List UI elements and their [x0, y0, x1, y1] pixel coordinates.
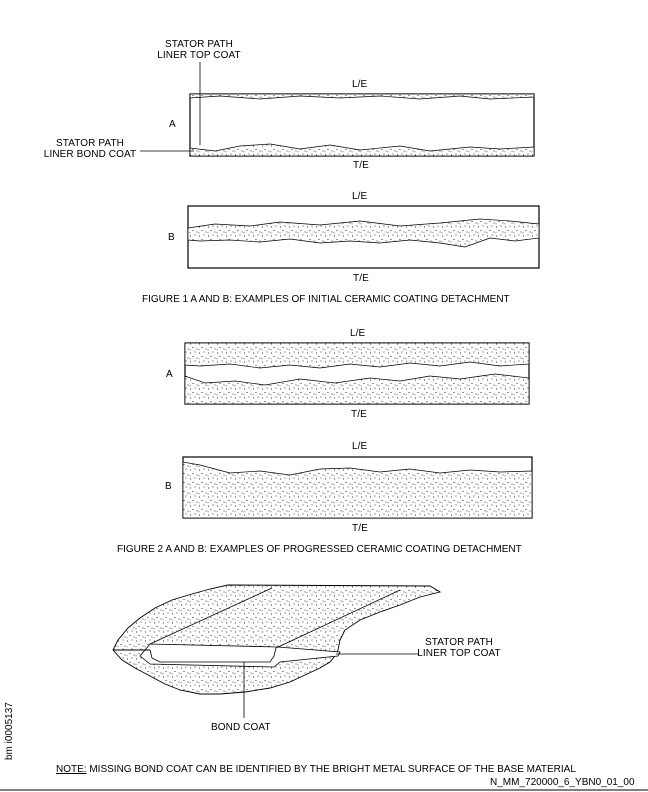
fig2-b-letter: B: [165, 481, 172, 492]
note-text: MISSING BOND COAT CAN BE IDENTIFIED BY T…: [86, 764, 576, 775]
fig2-b-panel: [182, 456, 533, 519]
fig2-b-coating: [182, 461, 533, 519]
fig2-caption: FIGURE 2 A AND B: EXAMPLES OF PROGRESSED…: [117, 544, 522, 555]
fig1-b-le-label: L/E: [352, 191, 368, 202]
fig3-bond-coat-label: BOND COAT: [211, 722, 271, 733]
note-prefix: NOTE:: [56, 764, 87, 775]
side-image-id: bm i0005137: [4, 702, 15, 760]
fig3-exposed-surface: [139, 643, 341, 668]
fig1-a-letter: A: [169, 119, 176, 130]
fig1-b-letter: B: [168, 232, 175, 243]
fig1-a-top-coat-label: STATOR PATH LINER TOP COAT: [157, 39, 241, 61]
fig1-a-le-label: L/E: [352, 79, 368, 90]
note-line: NOTE: MISSING BOND COAT CAN BE IDENTIFIE…: [56, 764, 576, 775]
fig2-b-le-label: L/E: [352, 441, 368, 452]
fig3-liner-sketch: [112, 584, 442, 718]
fig3-liner-outline: [112, 584, 442, 695]
fig2-a-upper-coating: [184, 342, 530, 369]
fig2-a-le-label: L/E: [350, 328, 366, 339]
fig1-a-te-label: T/E: [353, 160, 369, 171]
fig1-b-panel: [187, 205, 540, 269]
fig1-b-detached-band: [187, 218, 540, 248]
fig2-a-te-label: T/E: [351, 409, 367, 420]
fig1-b-te-label: T/E: [353, 273, 369, 284]
fig1-a-bond-coat-label: STATOR PATH LINER BOND COAT: [43, 138, 137, 160]
fig2-b-te-label: T/E: [352, 523, 368, 534]
fig1-a-top-coat-strip: [189, 93, 535, 100]
fig1-a-panel: [140, 62, 535, 157]
fig3-bond-coat-edge: [149, 647, 277, 663]
document-id: N_MM_720000_6_YBN0_01_00: [490, 777, 635, 788]
fig2-a-letter: A: [166, 369, 173, 380]
fig1-a-bond-coat-strip: [189, 143, 535, 157]
fig2-a-panel: [184, 342, 530, 405]
fig1-caption: FIGURE 1 A AND B: EXAMPLES OF INITIAL CE…: [142, 294, 510, 305]
fig2-a-lower-coating: [184, 373, 530, 405]
fig3-top-coat-label: STATOR PATH LINER TOP COAT: [417, 637, 501, 659]
